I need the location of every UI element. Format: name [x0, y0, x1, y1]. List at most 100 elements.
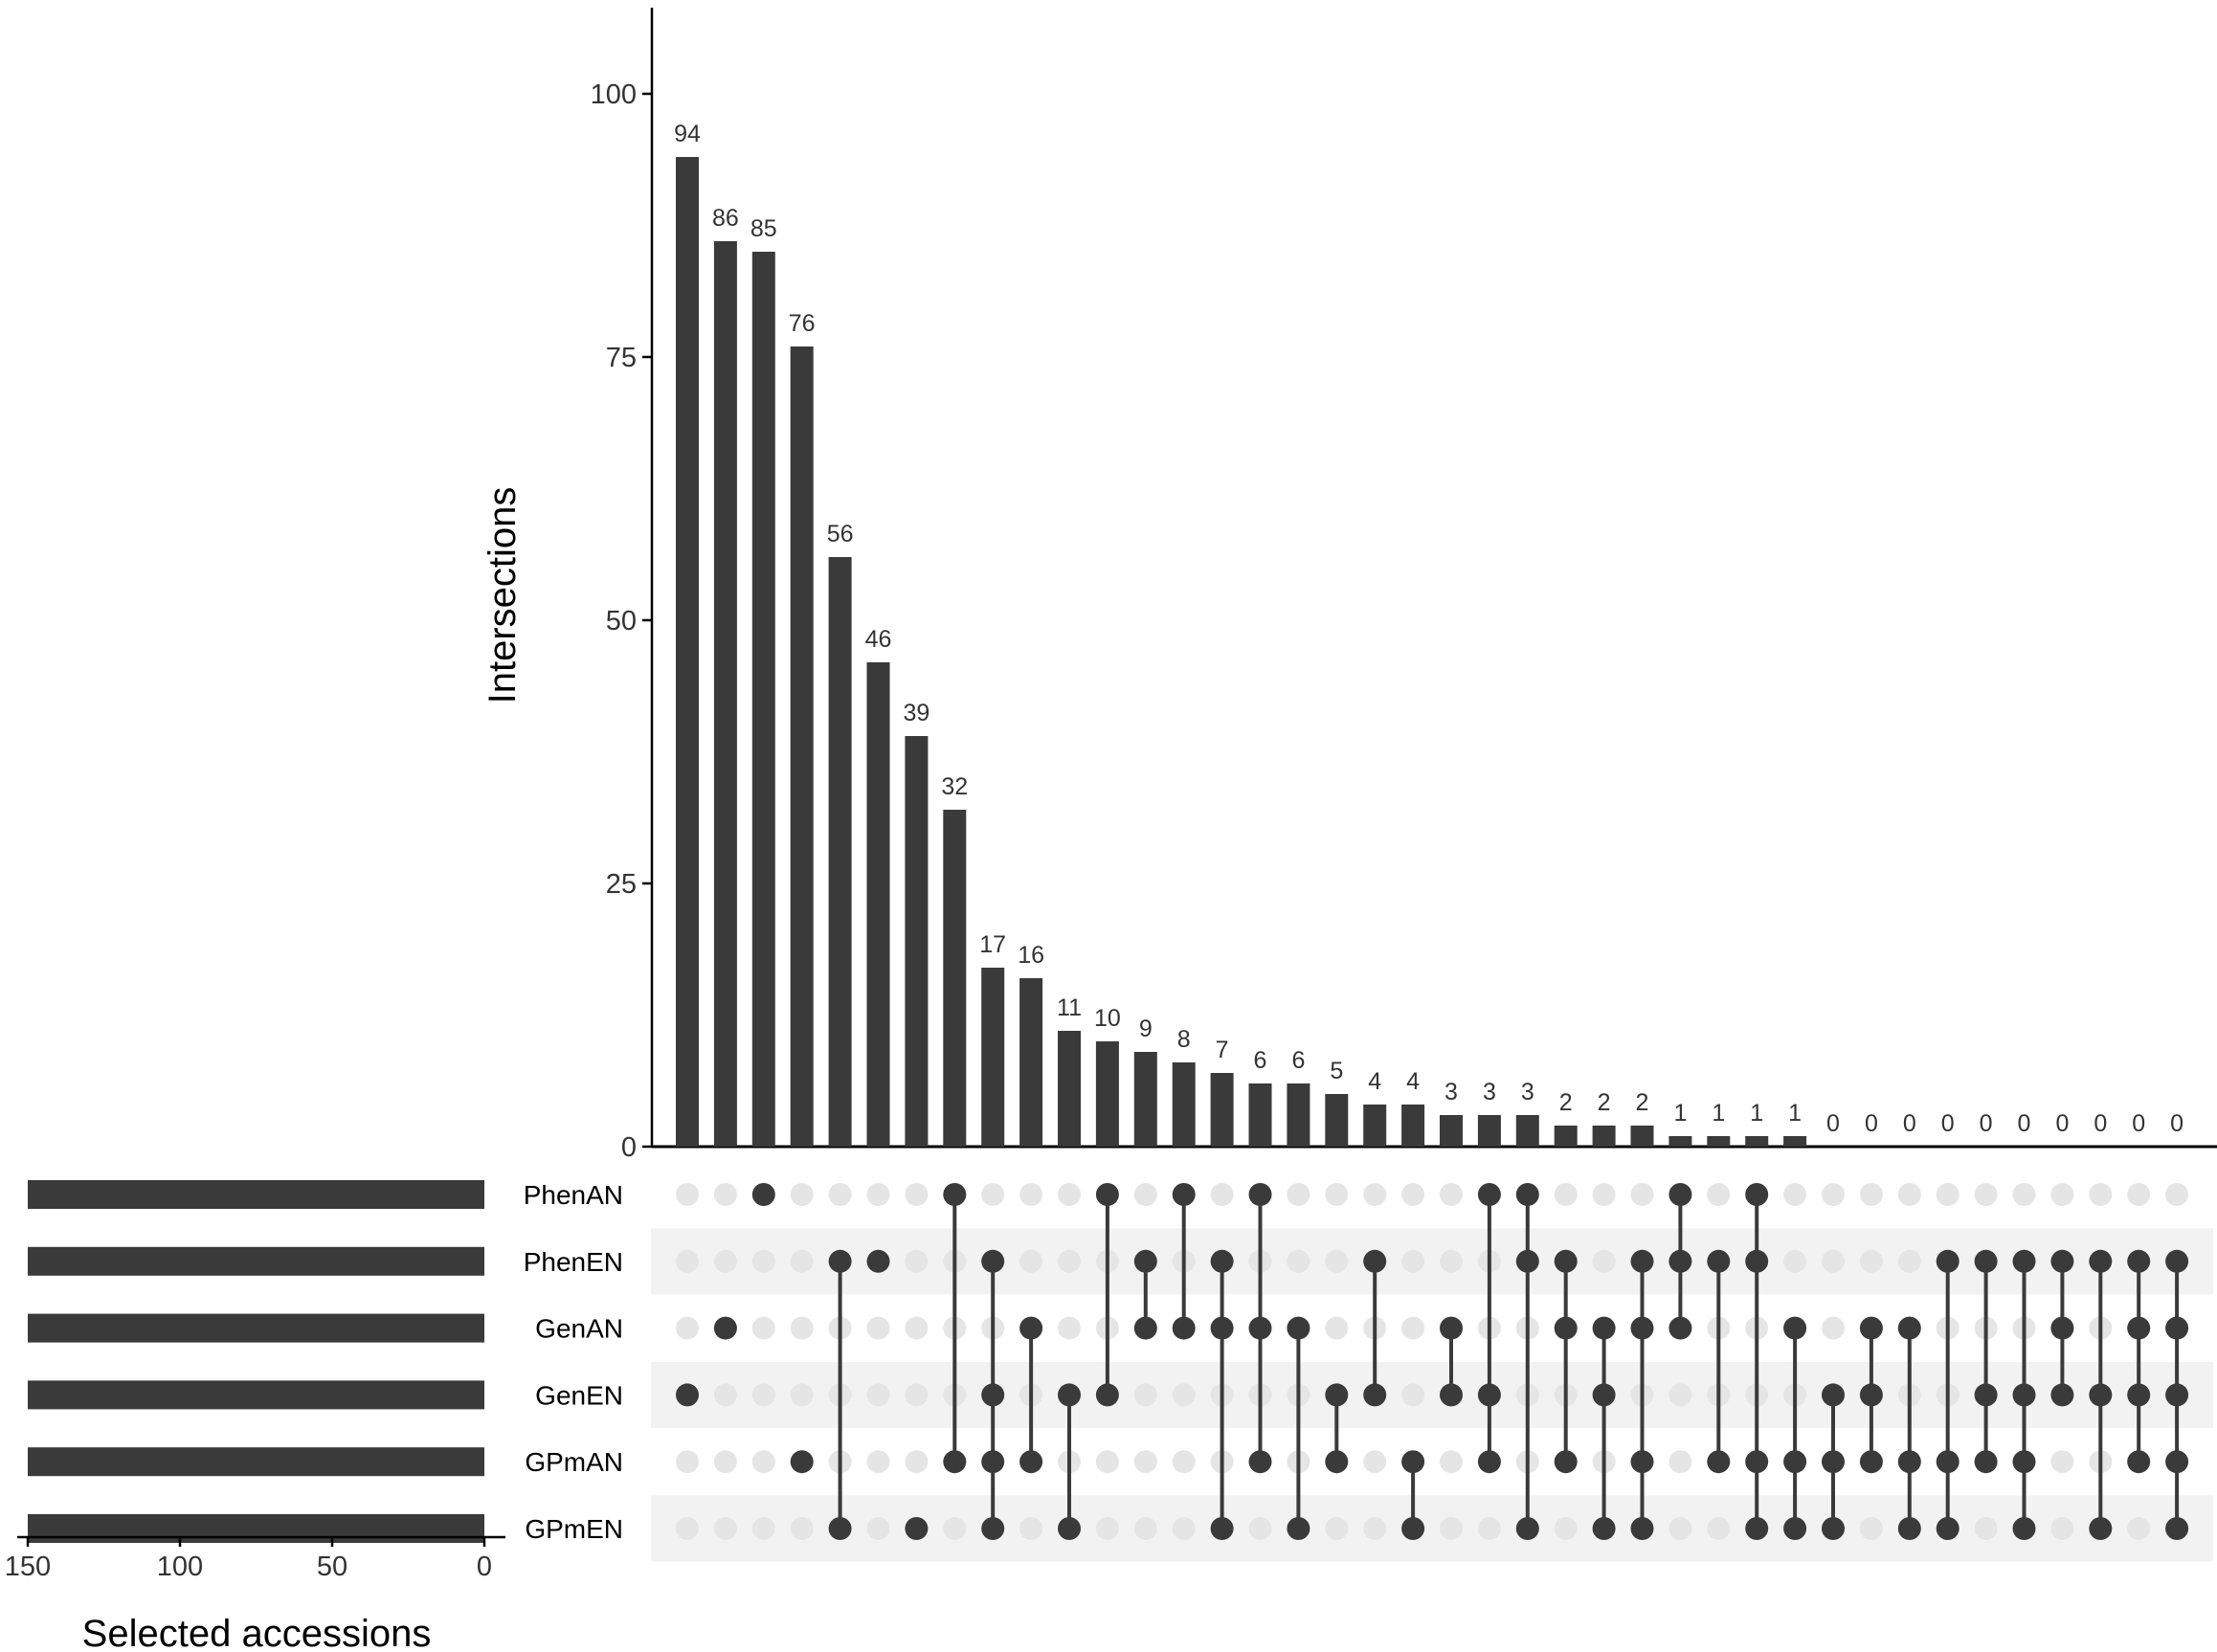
bar-value-label: 16 — [1018, 942, 1044, 969]
matrix-dot-inactive — [790, 1383, 814, 1407]
matrix-dot-inactive — [1630, 1183, 1654, 1206]
matrix-dot-inactive — [790, 1183, 814, 1206]
matrix-dot-inactive — [1707, 1183, 1731, 1206]
matrix-dot-inactive — [676, 1249, 699, 1273]
matrix-dot-inactive — [1095, 1450, 1119, 1474]
matrix-dot-inactive — [713, 1183, 737, 1206]
matrix-dot-inactive — [2165, 1183, 2189, 1206]
matrix-dot-inactive — [1172, 1450, 1196, 1474]
matrix-dot-inactive — [1440, 1183, 1463, 1206]
matrix-dot-active — [1019, 1316, 1043, 1340]
matrix-dot-active — [981, 1517, 1005, 1540]
matrix-dot-active — [1554, 1316, 1578, 1340]
set-size-bar-GenEN — [28, 1380, 484, 1410]
matrix-dot-active — [790, 1450, 814, 1474]
matrix-dot-inactive — [1287, 1249, 1310, 1273]
matrix-dot-active — [1897, 1316, 1921, 1340]
matrix-dot-inactive — [1668, 1383, 1692, 1407]
matrix-dot-active — [1745, 1249, 1769, 1273]
matrix-dot-active — [1783, 1316, 1807, 1340]
matrix-dot-active — [943, 1450, 967, 1474]
bar-value-label: 0 — [2094, 1110, 2107, 1137]
matrix-dot-active — [1515, 1517, 1539, 1540]
matrix-dot-active — [1554, 1249, 1578, 1273]
matrix-dot-active — [1783, 1450, 1807, 1474]
matrix-dot-inactive — [1210, 1183, 1234, 1206]
matrix-dot-active — [1668, 1249, 1692, 1273]
set-size-tick-label: 0 — [477, 1552, 492, 1582]
matrix-dot-inactive — [676, 1450, 699, 1474]
matrix-dot-active — [2089, 1517, 2113, 1540]
matrix-dot-inactive — [1363, 1450, 1387, 1474]
matrix-dot-active — [2165, 1249, 2189, 1273]
matrix-dot-active — [828, 1517, 852, 1540]
set-label-GPmAN: GPmAN — [525, 1447, 623, 1477]
matrix-dot-active — [2050, 1383, 2074, 1407]
matrix-dot-inactive — [790, 1316, 814, 1340]
bar-value-label: 46 — [865, 626, 892, 653]
matrix-dot-inactive — [1822, 1316, 1845, 1340]
intersection-bar — [713, 241, 737, 1147]
intersection-bar — [1592, 1126, 1616, 1147]
matrix-dot-inactive — [2050, 1517, 2074, 1540]
matrix-dot-inactive — [1668, 1450, 1692, 1474]
intersection-bar — [943, 810, 967, 1147]
matrix-dot-inactive — [713, 1517, 737, 1540]
intersection-bar — [1210, 1073, 1234, 1147]
matrix-dot-inactive — [1592, 1249, 1616, 1273]
intersection-bar — [1668, 1136, 1692, 1147]
intersection-bar — [1325, 1094, 1349, 1147]
bar-value-label: 0 — [1826, 1110, 1840, 1137]
matrix-dot-inactive — [713, 1450, 737, 1474]
matrix-dot-inactive — [866, 1316, 890, 1340]
matrix-dot-active — [1936, 1450, 1959, 1474]
matrix-dot-active — [1822, 1517, 1845, 1540]
matrix-dot-inactive — [1668, 1517, 1692, 1540]
matrix-dot-active — [2165, 1450, 2189, 1474]
matrix-dot-active — [1325, 1450, 1349, 1474]
matrix-dot-inactive — [866, 1517, 890, 1540]
matrix-dot-inactive — [943, 1517, 967, 1540]
matrix-dot-active — [2089, 1383, 2113, 1407]
matrix-dot-inactive — [1822, 1249, 1845, 1273]
matrix-dot-inactive — [905, 1249, 929, 1273]
intersection-bar — [790, 346, 814, 1147]
matrix-dot-active — [1287, 1316, 1310, 1340]
matrix-dot-inactive — [1133, 1183, 1157, 1206]
bar-value-label: 11 — [1057, 994, 1082, 1021]
set-size-bar-GenAN — [28, 1313, 484, 1343]
matrix-dot-active — [2050, 1316, 2074, 1340]
y-axis-title: Intersections — [481, 487, 524, 704]
matrix-dot-active — [2089, 1249, 2113, 1273]
matrix-dot-inactive — [866, 1183, 890, 1206]
bar-value-label: 1 — [1712, 1100, 1725, 1127]
matrix-dot-active — [1095, 1383, 1119, 1407]
intersection-bar — [866, 662, 890, 1147]
matrix-dot-inactive — [981, 1183, 1005, 1206]
bar-value-label: 2 — [1636, 1089, 1649, 1116]
set-size-bar-PhenEN — [28, 1246, 484, 1276]
intersection-bar — [1248, 1083, 1272, 1147]
matrix-dot-inactive — [713, 1383, 737, 1407]
set-label-GPmEN: GPmEN — [525, 1514, 623, 1544]
intersection-bar — [1172, 1062, 1196, 1147]
matrix-dot-active — [1630, 1249, 1654, 1273]
matrix-dot-active — [1172, 1183, 1196, 1206]
matrix-dot-active — [1592, 1383, 1616, 1407]
matrix-dot-active — [1210, 1517, 1234, 1540]
matrix-dot-active — [1287, 1517, 1310, 1540]
bar-value-label: 56 — [827, 521, 854, 547]
matrix-dot-inactive — [2089, 1183, 2113, 1206]
matrix-dot-active — [1554, 1450, 1578, 1474]
matrix-dot-inactive — [905, 1450, 929, 1474]
matrix-dot-inactive — [1783, 1249, 1807, 1273]
intersection-bar — [1745, 1136, 1769, 1147]
matrix-dot-active — [2165, 1316, 2189, 1340]
matrix-dot-inactive — [790, 1249, 814, 1273]
matrix-dot-inactive — [905, 1183, 929, 1206]
matrix-dot-active — [1668, 1183, 1692, 1206]
matrix-dot-inactive — [1936, 1183, 1959, 1206]
matrix-dot-inactive — [905, 1383, 929, 1407]
bar-value-label: 94 — [674, 121, 701, 147]
matrix-dot-active — [1248, 1450, 1272, 1474]
